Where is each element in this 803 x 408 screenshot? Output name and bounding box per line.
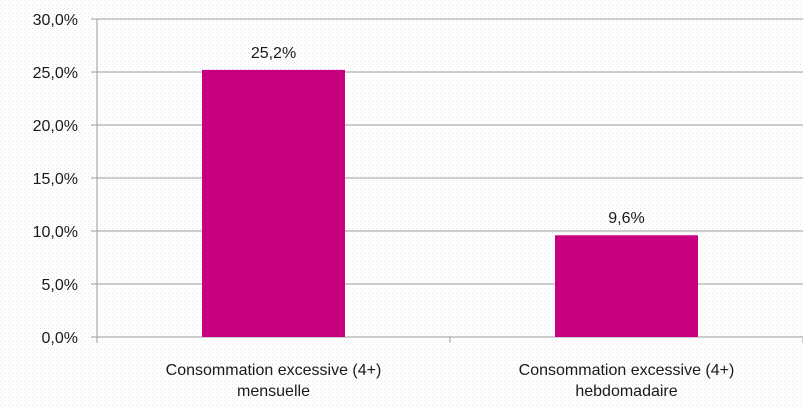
x-category-label: Consommation excessive (4+) bbox=[519, 362, 735, 379]
y-tick-label: 15,0% bbox=[33, 171, 78, 188]
x-category-label: Consommation excessive (4+) bbox=[166, 362, 382, 379]
data-label: 25,2% bbox=[251, 45, 296, 62]
y-tick-label: 10,0% bbox=[33, 224, 78, 241]
x-category-label: mensuelle bbox=[237, 383, 310, 400]
labels: 0,0% 5,0% 10,0% 15,0% 20,0% 25,0% 30,0% 25,2% Co… bbox=[33, 12, 735, 400]
bar bbox=[202, 69, 345, 337]
y-tick-label: 0,0% bbox=[42, 330, 78, 347]
y-tick-label: 5,0% bbox=[42, 277, 78, 294]
data-label: 9,6% bbox=[608, 210, 644, 227]
y-tick-label: 25,0% bbox=[33, 65, 78, 82]
bar bbox=[555, 235, 698, 337]
y-tick-label: 20,0% bbox=[33, 118, 78, 135]
y-tick-label: 30,0% bbox=[33, 12, 78, 29]
bars bbox=[202, 69, 698, 337]
x-category-label: hebdomadaire bbox=[575, 383, 677, 400]
